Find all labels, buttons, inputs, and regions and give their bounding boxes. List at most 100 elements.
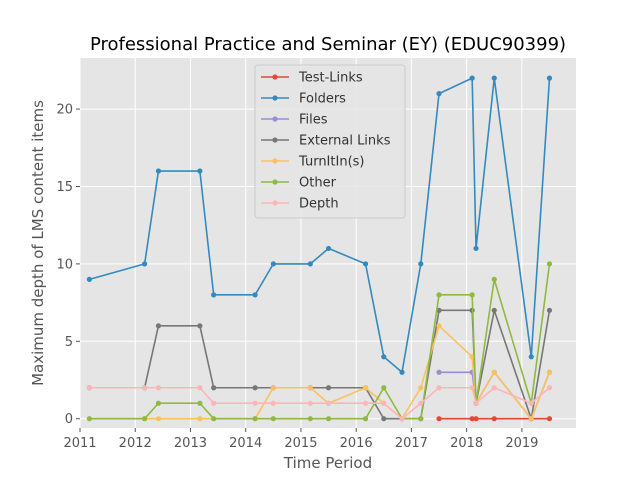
data-point: [546, 385, 553, 391]
legend-box: [254, 64, 406, 219]
y-tick-label: 15: [56, 180, 73, 195]
x-tick-label: 2011: [63, 436, 96, 451]
data-point: [252, 416, 258, 422]
data-point: [491, 385, 497, 391]
x-axis-ticks: 2011 2012 2013 2014 2015 2016 2017 2018 2019: [63, 428, 538, 451]
series-layer: [86, 75, 553, 422]
x-tick-label: 2017: [395, 436, 428, 451]
data-point: [325, 416, 332, 422]
data-point: [546, 75, 553, 81]
data-point: [546, 261, 553, 267]
legend-marker: [272, 179, 278, 185]
data-point: [270, 416, 276, 422]
data-point: [436, 91, 442, 97]
data-point: [211, 292, 217, 298]
data-point: [252, 400, 258, 406]
series-folders: [86, 75, 553, 375]
data-point: [473, 400, 479, 406]
legend-item: Folders: [261, 92, 346, 107]
data-point: [142, 261, 148, 267]
legend-label: Other: [299, 176, 337, 191]
data-point: [528, 354, 534, 360]
data-point: [155, 385, 162, 391]
data-point: [155, 168, 162, 174]
data-point: [307, 416, 313, 422]
x-tick-label: 2018: [450, 436, 483, 451]
data-point: [546, 369, 553, 375]
data-point: [142, 385, 148, 391]
data-point: [399, 369, 405, 375]
x-tick-label: 2015: [284, 436, 317, 451]
data-point: [155, 416, 162, 422]
data-point: [418, 385, 424, 391]
series-depth: [86, 385, 553, 422]
data-point: [155, 400, 162, 406]
x-axis-title: Time Period: [283, 454, 372, 472]
x-tick-label: 2014: [229, 436, 262, 451]
data-point: [418, 416, 424, 422]
data-point: [491, 307, 497, 313]
data-point: [142, 416, 148, 422]
x-tick-label: 2016: [340, 436, 373, 451]
data-point: [252, 385, 258, 391]
x-tick-label: 2012: [119, 436, 152, 451]
data-point: [197, 400, 203, 406]
data-point: [381, 354, 387, 360]
data-point: [211, 400, 217, 406]
data-point: [362, 261, 369, 267]
data-point: [362, 385, 369, 391]
data-point: [270, 261, 276, 267]
legend: Test-Links Folders Files External Links Turn…: [254, 64, 406, 219]
legend-label: Test-Links: [298, 71, 363, 86]
data-point: [325, 400, 332, 406]
data-point: [469, 354, 475, 360]
legend-marker: [272, 137, 278, 143]
data-point: [381, 385, 387, 391]
data-point: [86, 385, 92, 391]
data-point: [436, 385, 442, 391]
data-point: [252, 292, 258, 298]
data-point: [325, 245, 332, 252]
data-point: [197, 323, 203, 329]
data-point: [469, 385, 475, 391]
data-point: [528, 416, 534, 422]
data-point: [86, 276, 92, 282]
legend-item: Depth: [261, 197, 339, 212]
legend-label: Folders: [299, 92, 346, 107]
data-point: [546, 307, 553, 313]
data-point: [491, 276, 497, 282]
data-point: [436, 369, 442, 375]
data-point: [270, 385, 276, 391]
data-point: [197, 168, 203, 174]
data-point: [197, 416, 203, 422]
data-point: [528, 400, 534, 406]
data-point: [325, 385, 332, 391]
legend-marker: [272, 74, 278, 80]
legend-item: Files: [261, 113, 328, 128]
legend-label: TurnItIn(s): [298, 155, 364, 170]
y-tick-label: 10: [56, 257, 73, 272]
data-point: [469, 75, 475, 81]
chart-title: Professional Practice and Seminar (EY) (…: [90, 34, 566, 55]
data-point: [307, 400, 313, 406]
data-point: [307, 385, 313, 391]
data-point: [418, 261, 424, 267]
legend-item: Test-Links: [261, 71, 363, 86]
y-tick-label: 5: [65, 335, 73, 350]
data-point: [546, 416, 553, 422]
data-point: [155, 323, 162, 329]
legend-marker: [272, 200, 278, 206]
legend-label: Depth: [299, 197, 339, 212]
legend-label: Files: [299, 113, 328, 128]
x-tick-label: 2013: [174, 436, 207, 451]
legend-marker: [272, 95, 278, 101]
data-point: [473, 245, 479, 252]
data-point: [307, 261, 313, 267]
data-point: [436, 323, 442, 329]
y-tick-label: 0: [65, 412, 73, 427]
y-axis-title: Maximum depth of LMS content items: [29, 100, 47, 386]
data-point: [436, 292, 442, 298]
data-point: [469, 416, 475, 422]
